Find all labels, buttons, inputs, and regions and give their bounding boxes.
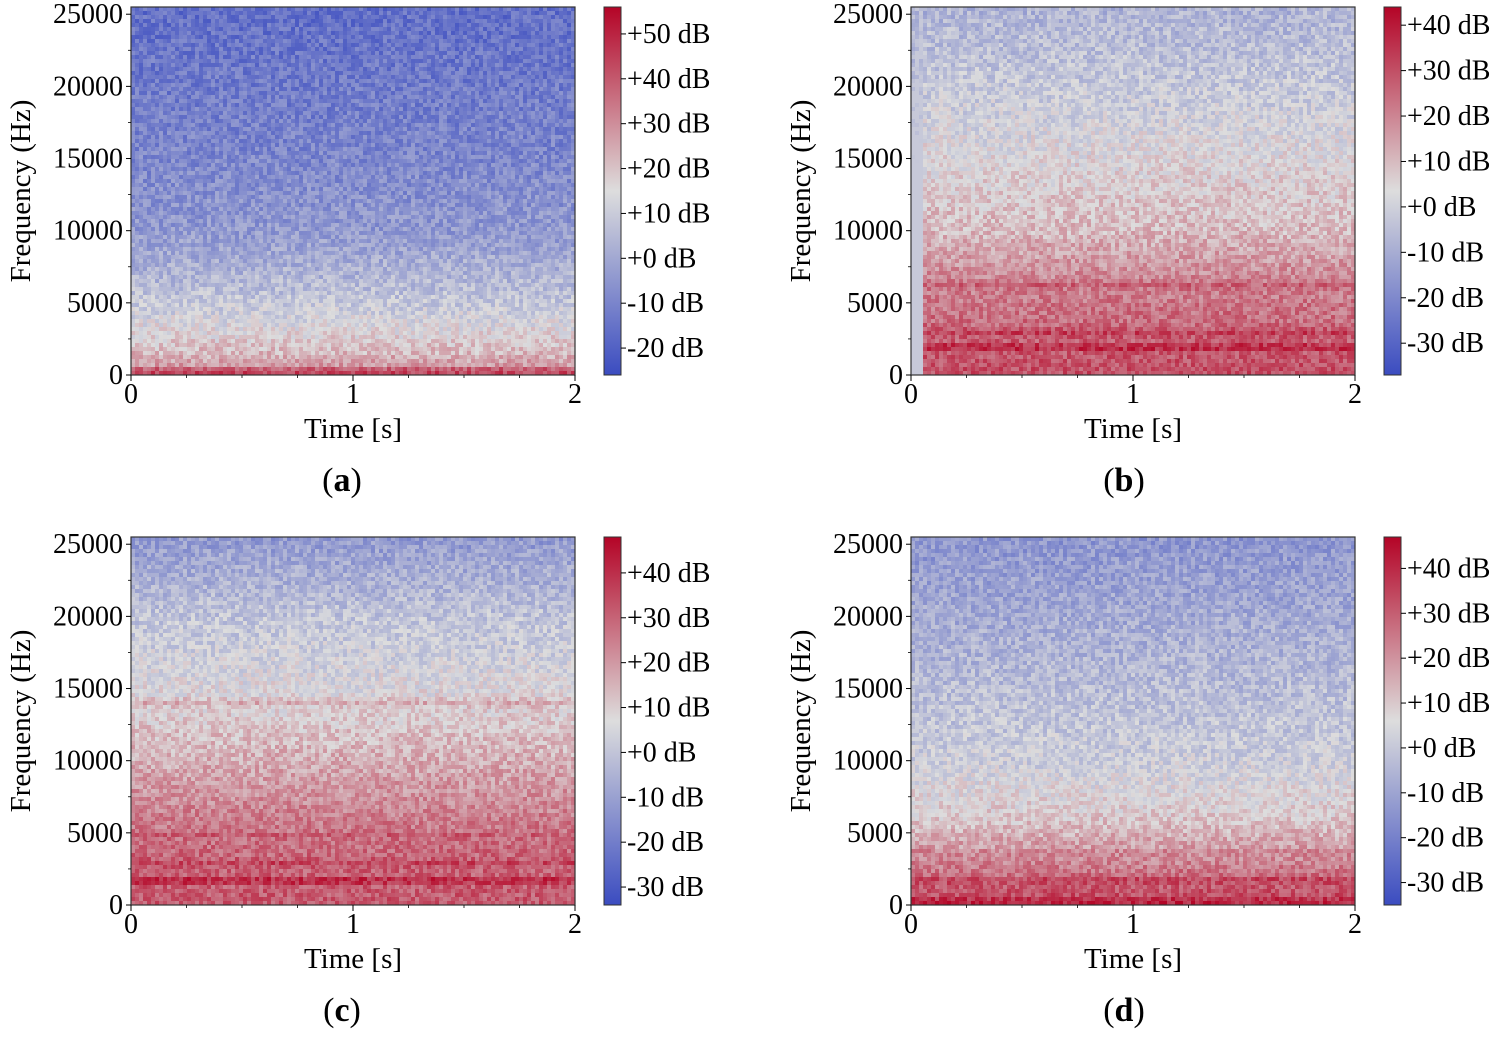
colorbar-tick-label: +30 dB: [1407, 56, 1490, 87]
y-tick-label: 25000: [833, 529, 903, 560]
colorbar-tick-label: +10 dB: [627, 693, 710, 724]
y-tick-label: 10000: [53, 216, 123, 247]
colorbar: [1384, 7, 1401, 375]
y-tick-label: 0: [109, 360, 123, 391]
colorbar-tick-label: +0 dB: [627, 737, 696, 768]
colorbar-tick-label: -30 dB: [1407, 328, 1484, 359]
spectrogram-chart-d: 0 5000 10000 15000 20000 25000 0 1 2 Time [s] Freq…: [780, 530, 1505, 1034]
y-axis-label: Frequency (Hz): [5, 630, 37, 813]
x-axis-label: Time [s]: [304, 413, 402, 445]
y-tick-label: 15000: [53, 674, 123, 705]
colorbar-tick-label: +0 dB: [1407, 192, 1476, 223]
x-tick-label: 2: [568, 379, 582, 410]
x-axis-label: Time [s]: [1084, 943, 1182, 975]
y-tick-label: 15000: [53, 144, 123, 175]
spectrogram-panel-d: 0 5000 10000 15000 20000 25000 0 1 2 Time [s] Freq…: [780, 530, 1505, 1047]
y-axis-label: Frequency (Hz): [5, 100, 37, 283]
spectrogram-panel-a: 0 5000 10000 15000 20000 25000 0 1 2 Time [s] Freq…: [0, 0, 752, 517]
colorbar-tick-label: +20 dB: [627, 648, 710, 679]
y-tick-label: 20000: [53, 601, 123, 632]
colorbar-tick-label: -20 dB: [1407, 823, 1484, 854]
y-tick-label: 15000: [833, 144, 903, 175]
spectrogram-panel-b: 0 5000 10000 15000 20000 25000 0 1 2 Time [s] Freq…: [780, 0, 1505, 517]
y-tick-label: 10000: [53, 746, 123, 777]
y-tick-label: 10000: [833, 216, 903, 247]
colorbar-tick-label: -20 dB: [1407, 283, 1484, 314]
colorbar-tick-label: -20 dB: [627, 333, 704, 364]
colorbar-tick-label: -20 dB: [627, 827, 704, 858]
y-tick-label: 5000: [67, 818, 123, 849]
colorbar-tick-label: +20 dB: [1407, 101, 1490, 132]
colorbar-tick-label: +0 dB: [627, 243, 696, 274]
y-axis-label: Frequency (Hz): [785, 100, 817, 283]
caption-a: (a): [282, 462, 402, 500]
caption-c: (c): [282, 992, 402, 1030]
x-tick-label: 0: [124, 909, 138, 940]
caption-b: (b): [1064, 462, 1184, 500]
y-tick-label: 25000: [53, 0, 123, 30]
colorbar-tick-label: -10 dB: [1407, 237, 1484, 268]
colorbar-tick-label: +40 dB: [1407, 10, 1490, 41]
y-tick-label: 0: [889, 890, 903, 921]
x-tick-label: 0: [904, 909, 918, 940]
colorbar-tick-label: +20 dB: [627, 154, 710, 185]
y-tick-label: 20000: [833, 71, 903, 102]
spectrogram-heatmap: [131, 537, 576, 906]
x-tick-label: 0: [124, 379, 138, 410]
colorbar: [604, 537, 621, 905]
x-tick-label: 0: [904, 379, 918, 410]
colorbar-tick-label: +40 dB: [627, 558, 710, 589]
y-tick-label: 20000: [53, 71, 123, 102]
colorbar-tick-label: +30 dB: [627, 109, 710, 140]
colorbar-tick-label: +10 dB: [1407, 146, 1490, 177]
spectrogram-heatmap: [911, 7, 1356, 376]
y-tick-label: 10000: [833, 746, 903, 777]
spectrogram-chart-a: 0 5000 10000 15000 20000 25000 0 1 2 Time [s] Freq…: [0, 0, 752, 517]
spectrogram-heatmap: [131, 7, 576, 376]
colorbar-tick-label: +40 dB: [627, 64, 710, 95]
colorbar-tick-label: +10 dB: [627, 198, 710, 229]
y-axis-label: Frequency (Hz): [785, 630, 817, 813]
colorbar-tick-label: +50 dB: [627, 19, 710, 50]
y-tick-label: 5000: [847, 288, 903, 319]
spectrogram-panel-c: 0 5000 10000 15000 20000 25000 0 1 2 Time [s] Freq…: [0, 530, 752, 1047]
caption-d: (d): [1064, 992, 1184, 1030]
colorbar-tick-label: +20 dB: [1407, 643, 1490, 674]
x-tick-label: 2: [568, 909, 582, 940]
x-tick-label: 2: [1348, 379, 1362, 410]
x-tick-label: 1: [346, 379, 360, 410]
colorbar-tick-label: +10 dB: [1407, 688, 1490, 719]
y-tick-label: 25000: [833, 0, 903, 30]
y-tick-label: 20000: [833, 601, 903, 632]
colorbar-tick-label: +30 dB: [1407, 598, 1490, 629]
x-axis-label: Time [s]: [1084, 413, 1182, 445]
colorbar-tick-label: +30 dB: [627, 603, 710, 634]
x-tick-label: 1: [346, 909, 360, 940]
colorbar-tick-label: +0 dB: [1407, 733, 1476, 764]
colorbar: [1384, 537, 1401, 905]
colorbar-tick-label: +40 dB: [1407, 553, 1490, 584]
spectrogram-heatmap: [911, 537, 1356, 906]
colorbar-tick-label: -10 dB: [627, 782, 704, 813]
y-tick-label: 0: [889, 360, 903, 391]
x-tick-label: 1: [1126, 379, 1140, 410]
colorbar-tick-label: -10 dB: [627, 288, 704, 319]
y-tick-label: 25000: [53, 529, 123, 560]
x-tick-label: 1: [1126, 909, 1140, 940]
x-axis-label: Time [s]: [304, 943, 402, 975]
y-tick-label: 15000: [833, 674, 903, 705]
y-tick-label: 5000: [67, 288, 123, 319]
colorbar-tick-label: -30 dB: [1407, 868, 1484, 899]
colorbar: [604, 7, 621, 375]
y-tick-label: 0: [109, 890, 123, 921]
x-tick-label: 2: [1348, 909, 1362, 940]
y-tick-label: 5000: [847, 818, 903, 849]
spectrogram-chart-b: 0 5000 10000 15000 20000 25000 0 1 2 Time [s] Freq…: [780, 0, 1505, 517]
colorbar-tick-label: -10 dB: [1407, 778, 1484, 809]
colorbar-tick-label: -30 dB: [627, 872, 704, 903]
spectrogram-chart-c: 0 5000 10000 15000 20000 25000 0 1 2 Time [s] Freq…: [0, 530, 752, 1034]
